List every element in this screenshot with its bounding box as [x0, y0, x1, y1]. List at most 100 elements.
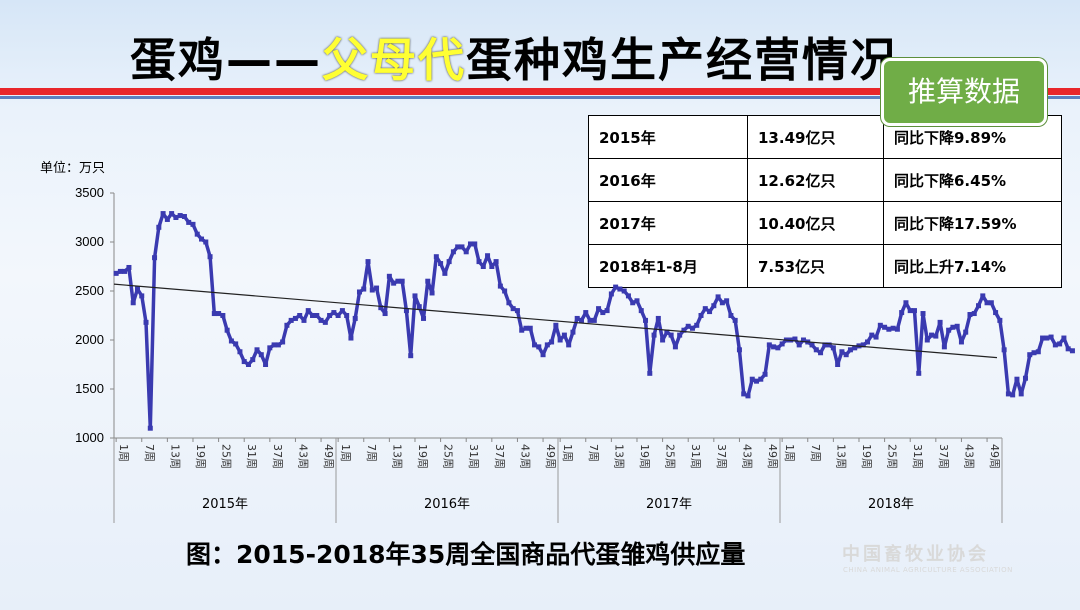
data-point	[314, 313, 320, 318]
data-point	[245, 362, 251, 367]
data-point	[617, 286, 623, 292]
data-point	[241, 359, 247, 365]
data-point	[583, 310, 589, 316]
x-tick-label: 43周	[518, 444, 531, 469]
data-point	[689, 325, 695, 331]
data-point	[570, 329, 576, 335]
data-point	[724, 298, 730, 304]
data-point	[1048, 334, 1054, 340]
data-point	[608, 291, 614, 297]
data-point	[463, 249, 469, 255]
x-tick-label: 37周	[715, 444, 728, 469]
data-point	[523, 325, 529, 331]
data-point	[374, 285, 380, 291]
data-point	[916, 370, 922, 376]
x-tick-label: 37周	[937, 444, 950, 469]
data-point	[177, 213, 183, 219]
y-tick-label: 3000	[75, 234, 104, 249]
data-point	[1044, 335, 1050, 341]
y-tick-label: 2500	[75, 283, 104, 298]
x-tick-label: 13周	[390, 444, 403, 469]
data-point	[1005, 391, 1011, 397]
data-point	[442, 270, 448, 276]
data-point	[433, 254, 439, 260]
data-point	[1035, 349, 1041, 355]
table-cell-change: 同比下降6.45%	[883, 158, 1062, 202]
data-point	[190, 221, 196, 227]
title-underline-blue	[0, 96, 1080, 99]
data-point	[164, 216, 170, 222]
data-point	[536, 344, 542, 350]
x-tick-label: 43周	[740, 444, 753, 469]
data-point	[664, 329, 670, 335]
organization-logo-text: 中国畜牧业协会	[842, 544, 989, 565]
data-point	[540, 352, 546, 358]
data-point	[485, 253, 491, 259]
data-point	[643, 317, 649, 323]
data-point	[625, 293, 631, 299]
data-point	[408, 353, 414, 359]
x-tick-label: 1周	[561, 444, 574, 462]
data-point	[339, 308, 345, 314]
table-row: 2018年1-8月 7.53亿只 同比上升7.14%	[588, 244, 1062, 288]
x-tick-label: 13周	[612, 444, 625, 469]
x-tick-label: 31周	[245, 444, 258, 469]
data-point	[395, 278, 401, 284]
data-point	[621, 288, 627, 294]
table-cell-amount: 10.40亿只	[747, 201, 884, 245]
data-point	[412, 293, 418, 299]
data-point	[762, 371, 768, 377]
data-point	[301, 317, 307, 323]
data-point	[263, 362, 269, 367]
data-point	[596, 306, 602, 312]
data-point	[980, 293, 986, 299]
data-point	[792, 336, 798, 342]
data-point	[681, 327, 687, 333]
x-tick-label: 19周	[194, 444, 207, 469]
data-point	[267, 345, 273, 351]
table-cell-amount: 7.53亿只	[747, 244, 884, 288]
data-point	[425, 278, 431, 284]
summary-table: 2015年 13.49亿只 同比下降9.89% 2016年 12.62亿只 同比…	[588, 115, 1062, 288]
table-cell-change: 同比下降17.59%	[883, 201, 1062, 245]
data-point	[194, 231, 200, 237]
x-tick-label: 19周	[416, 444, 429, 469]
data-point	[600, 310, 606, 316]
title-highlight: 父母代	[322, 33, 466, 87]
data-point	[297, 313, 303, 318]
data-point	[894, 326, 900, 332]
data-point	[275, 342, 281, 348]
data-point	[941, 344, 947, 350]
x-tick-label: 1周	[339, 444, 352, 462]
data-point	[1014, 376, 1020, 382]
data-point	[702, 306, 708, 312]
data-point	[997, 317, 1003, 323]
data-point	[497, 283, 503, 289]
data-point	[514, 308, 520, 314]
x-tick-label: 37周	[493, 444, 506, 469]
data-point	[557, 337, 563, 343]
data-point	[890, 325, 896, 331]
data-point	[655, 315, 661, 321]
data-point	[391, 280, 397, 286]
x-tick-label: 43周	[962, 444, 975, 469]
data-point	[963, 329, 969, 335]
data-point	[186, 219, 192, 225]
figure-caption: 图：2015-2018年35周全国商品代蛋雏鸡供应量	[186, 540, 746, 569]
data-point	[173, 215, 179, 220]
data-point	[711, 303, 717, 309]
data-point	[719, 300, 725, 306]
data-point	[348, 335, 354, 341]
data-point	[758, 376, 764, 382]
data-point	[886, 326, 892, 332]
organization-logo-english: CHINA ANIMAL AGRICULTURE ASSOCIATION	[843, 566, 1013, 574]
data-point	[416, 304, 422, 310]
data-point	[749, 376, 755, 382]
table-cell-amount: 13.49亿只	[747, 115, 884, 159]
data-point	[651, 332, 657, 338]
data-point	[920, 311, 926, 317]
data-point	[826, 342, 832, 348]
x-tick-label: 19周	[638, 444, 651, 469]
data-point	[976, 303, 982, 309]
data-point	[958, 339, 964, 345]
